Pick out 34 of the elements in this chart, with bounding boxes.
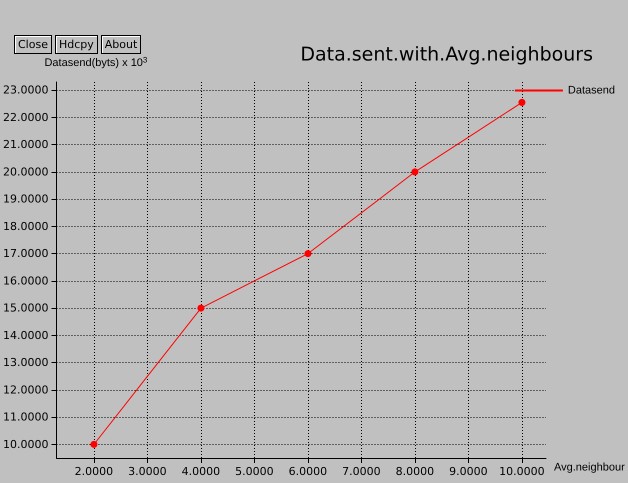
point [411,168,418,176]
x-tick-label: 6.0000 [288,465,328,478]
point [90,440,98,448]
y-tick-label: 16.0000 [2,274,48,288]
y-tick-label: 13.0000 [2,356,48,370]
legend-label: Datasend [568,84,616,96]
y-tick-label: 15.0000 [2,302,48,315]
y-tick-label: 14.0000 [2,328,48,342]
x-tick-label: 10.0000 [499,465,545,478]
x-tick-label: 7.0000 [342,465,381,478]
point [304,250,312,258]
y-tick-label: 11.0000 [2,410,48,424]
y-tick-label: 21.0000 [2,138,48,152]
point [197,304,204,312]
point [518,98,526,106]
text: Close [14,35,52,54]
y-tick-label: 19.0000 [2,192,48,206]
y-tick-label: 17.0000 [2,247,48,260]
y-tick-label: 12.0000 [2,383,48,396]
chart-title: Data.sent.with.Avg.neighbours [300,44,593,66]
text: Hdcpy [54,35,98,54]
x-tick-label: 5.0000 [235,465,274,478]
y-tick-label: 18.0000 [2,220,48,233]
x-tick-label: 4.0000 [182,465,220,478]
y-tick-label: 23.0000 [2,84,48,97]
x-tick-label: 8.0000 [396,465,434,478]
x-tick-label: 9.0000 [449,465,488,478]
x-axis-title: Avg.neighbour [554,462,626,474]
x-tick-label: 2.0000 [74,465,114,478]
x-tick-label: 3.0000 [128,465,167,478]
y-tick-label: 22.0000 [2,110,48,124]
text: About [100,35,142,54]
y-tick-label: 10.0000 [2,438,48,451]
y-tick-label: 20.0000 [2,165,48,178]
